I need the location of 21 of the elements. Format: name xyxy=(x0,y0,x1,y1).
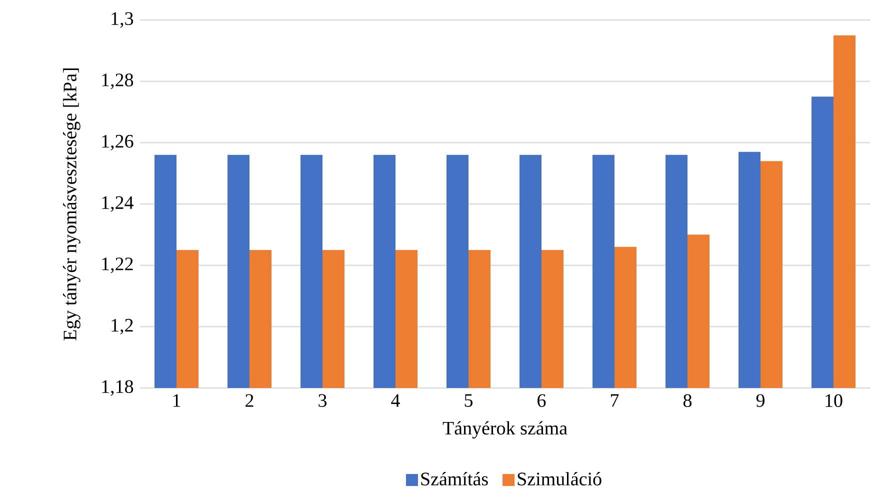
y-axis-title: Egy tányér nyomásvesztesége [kPa] xyxy=(63,68,80,340)
x-tick-label: 7 xyxy=(611,394,619,407)
x-tick-label: 4 xyxy=(391,394,400,407)
x-tick-label: 2 xyxy=(246,394,254,407)
x-axis-title: Tányérok száma xyxy=(442,421,568,439)
x-tick-label: 1 xyxy=(173,394,180,407)
x-tick-label: 6 xyxy=(538,394,546,407)
y-tick-label: 1,26 xyxy=(102,134,134,150)
x-tick-label: 9 xyxy=(756,394,764,407)
y-tick-label: 1,3 xyxy=(112,12,134,28)
x-tick-label: 8 xyxy=(683,394,692,408)
y-tick-label: 1,18 xyxy=(102,380,134,396)
x-tick-label: 5 xyxy=(464,394,473,407)
y-tick-label: 1,28 xyxy=(102,74,134,90)
x-tick-label: 3 xyxy=(318,394,327,407)
y-tick-label: 1,24 xyxy=(102,196,134,212)
legend-label: Szimuláció xyxy=(518,472,602,486)
y-tick-label: 1,2 xyxy=(112,318,133,334)
legend-label: Számítás xyxy=(421,472,488,486)
y-tick-label: 1,22 xyxy=(102,258,133,274)
x-tick-label: 10 xyxy=(826,394,842,408)
